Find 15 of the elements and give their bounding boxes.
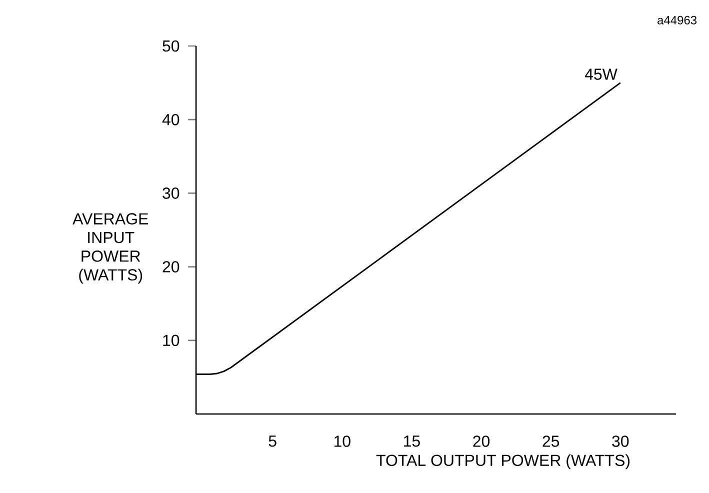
x-tick-label: 15 bbox=[404, 436, 420, 447]
x-tick-label: 5 bbox=[268, 436, 276, 447]
y-axis-title: AVERAGE INPUT POWER (WATTS) bbox=[72, 213, 148, 284]
y-tick-label: 10 bbox=[163, 334, 180, 346]
text: a44963 bbox=[658, 16, 697, 24]
y-tick-label: 20 bbox=[162, 261, 180, 272]
y-tick-label: 50 bbox=[162, 40, 180, 52]
annotation: 45W bbox=[584, 68, 618, 80]
x-tick-label: 30 bbox=[612, 436, 629, 447]
x-tick-label: 25 bbox=[542, 436, 560, 447]
x-tick-label: 20 bbox=[473, 436, 490, 447]
x-tick-label: 10 bbox=[334, 436, 350, 447]
x-axis-title: TOTAL OUTPUT POWER (WATTS) bbox=[376, 454, 630, 470]
y-tick-label: 40 bbox=[162, 114, 180, 126]
y-tick-label: 30 bbox=[162, 188, 180, 199]
